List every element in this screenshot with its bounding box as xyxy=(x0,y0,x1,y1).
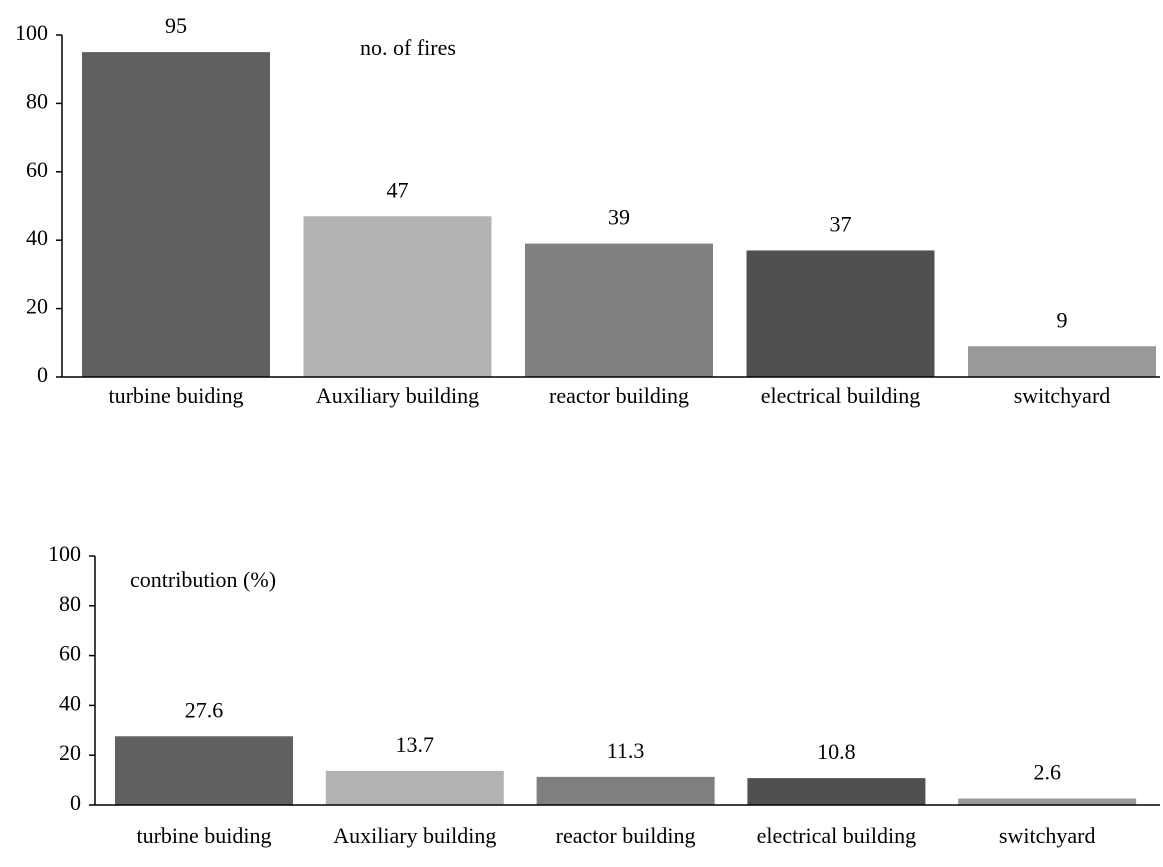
x-tick-label: turbine buiding xyxy=(108,383,243,408)
value-label: 27.6 xyxy=(185,697,224,722)
bar xyxy=(747,778,926,805)
bar xyxy=(968,346,1156,377)
annotation: contribution (%) xyxy=(130,567,276,592)
y-tick-label: 60 xyxy=(26,157,48,182)
y-tick-label: 40 xyxy=(26,225,48,250)
bar xyxy=(536,776,715,805)
x-tick-label: switchyard xyxy=(999,823,1096,848)
y-tick-label: 60 xyxy=(59,641,81,666)
x-tick-label: electrical building xyxy=(757,823,916,848)
y-tick-label: 0 xyxy=(70,790,81,815)
x-tick-label: turbine buiding xyxy=(136,823,271,848)
y-tick-label: 20 xyxy=(59,740,81,765)
bar xyxy=(303,216,492,377)
bar xyxy=(525,243,713,377)
x-tick-label: reactor building xyxy=(556,823,696,848)
y-tick-label: 80 xyxy=(59,591,81,616)
y-tick-label: 20 xyxy=(26,294,48,319)
bar xyxy=(746,250,935,377)
annotation: no. of fires xyxy=(360,35,456,60)
value-label: 47 xyxy=(387,177,409,202)
value-label: 95 xyxy=(165,13,187,38)
value-label: 11.3 xyxy=(607,738,645,763)
value-label: 2.6 xyxy=(1033,760,1061,785)
x-tick-label: reactor building xyxy=(549,383,689,408)
y-tick-label: 0 xyxy=(37,362,48,387)
bar xyxy=(325,770,504,805)
y-tick-label: 100 xyxy=(48,541,81,566)
value-label: 10.8 xyxy=(817,739,856,764)
bar xyxy=(115,736,293,805)
value-label: 37 xyxy=(830,212,852,237)
x-tick-label: Auxiliary building xyxy=(316,383,479,408)
bar xyxy=(958,798,1137,805)
y-tick-label: 40 xyxy=(59,690,81,715)
x-tick-label: switchyard xyxy=(1014,383,1111,408)
y-tick-label: 100 xyxy=(15,20,48,45)
value-label: 39 xyxy=(608,205,630,230)
value-label: 9 xyxy=(1057,307,1068,332)
y-tick-label: 80 xyxy=(26,88,48,113)
x-tick-label: Auxiliary building xyxy=(333,823,496,848)
x-tick-label: electrical building xyxy=(761,383,920,408)
bar xyxy=(82,52,270,377)
value-label: 13.7 xyxy=(396,732,435,757)
